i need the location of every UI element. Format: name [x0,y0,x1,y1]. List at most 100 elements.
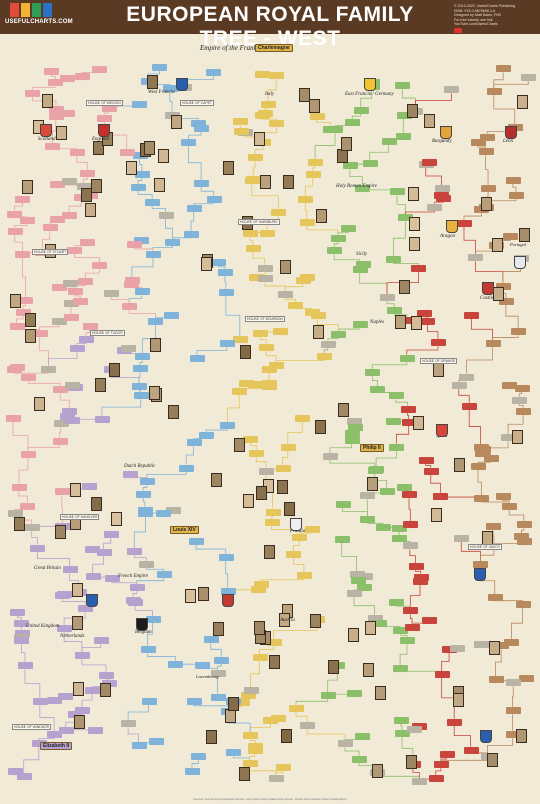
lineage-line [74,294,81,299]
person-box [104,289,120,297]
lineage-line [152,245,173,251]
person-box [58,727,74,735]
person-box [338,740,354,748]
person-box [94,415,110,423]
lineage-line [260,579,305,582]
person-box [73,298,89,306]
person-box [226,749,242,757]
lineage-line [50,74,56,80]
person-box [463,746,479,754]
lineage-line [435,768,442,775]
person-box [140,646,156,654]
lineage-line [433,201,444,204]
lineage-line [393,263,419,265]
person-box [218,554,234,562]
person-box [352,321,368,329]
lineage-line [68,201,82,212]
person-box [145,615,161,623]
monarch-portrait [213,621,225,636]
person-box [133,365,148,373]
person-box [487,594,503,602]
person-box [259,229,275,237]
lineage-line [110,296,130,303]
person-box [331,330,347,338]
person-box [134,171,150,179]
person-box [344,429,360,437]
person-box [241,692,257,700]
person-box [501,434,517,442]
lineage-line [133,517,146,548]
person-box [505,707,521,715]
person-box [439,750,455,758]
coat-of-arms-icon [480,730,492,743]
lineage-line [359,273,388,295]
person-box [396,112,412,119]
person-box [350,577,366,585]
person-box [304,526,320,534]
monarch-portrait [91,497,103,512]
person-box [483,455,499,463]
person-box [158,211,174,219]
house-badge: HOUSE OF STUART [32,249,69,255]
house-badge: HOUSE OF BOURBON [245,316,285,322]
monarch-portrait [239,766,251,781]
person-box [119,149,135,157]
person-box [265,508,281,516]
person-box [134,288,150,296]
lineage-line [191,760,199,768]
lineage-line [23,747,40,774]
coat-of-arms-icon [474,568,486,581]
person-box [64,382,80,390]
person-box [49,181,65,189]
monarch-portrait [409,216,421,231]
lineage-line [217,663,222,670]
lineage-line [351,114,362,120]
monarch-portrait [309,614,321,629]
person-box [360,492,376,500]
lineage-line [412,767,420,778]
lineage-line [265,350,277,362]
region-label-uk: United Kingdom [26,624,60,629]
lineage-line [341,542,357,572]
lineage-line [141,324,156,354]
monarch-portrait [405,754,417,769]
person-box [53,386,69,394]
lineage-line [505,304,519,329]
person-box [327,247,343,255]
person-box [219,340,235,348]
monarch-portrait [453,458,465,473]
page-title: EUROPEAN ROYAL FAMILY TREE - WEST [126,3,414,50]
person-box [14,619,30,627]
monarch-portrait [269,655,281,670]
monarch-portrait [149,338,161,353]
monarch-portrait [315,208,327,223]
person-box [502,502,518,510]
monarch-portrait [147,75,159,90]
person-box [162,85,178,93]
region-label-belgium: Belgium [135,630,152,635]
coat-of-arms-icon [290,518,302,531]
lineage-line [85,330,91,336]
lineage-line [63,631,83,652]
person-box [138,510,154,518]
person-box [397,483,413,491]
lineage-line [342,507,368,517]
person-box [451,381,467,389]
lineage-line [255,456,267,468]
monarch-portrait [99,683,111,698]
person-box [44,67,60,75]
person-box [141,697,157,705]
person-box [486,522,502,530]
person-box [417,309,433,317]
lineage-line [393,314,408,317]
person-box [418,456,434,464]
person-box [238,380,254,388]
lineage-line [134,605,153,616]
person-box [45,142,61,150]
lineage-line [128,295,143,303]
person-box [367,615,383,623]
lineage-line [39,705,55,731]
lineage-line [169,92,173,112]
lineage-line [344,747,360,756]
monarch-portrait [210,472,222,487]
